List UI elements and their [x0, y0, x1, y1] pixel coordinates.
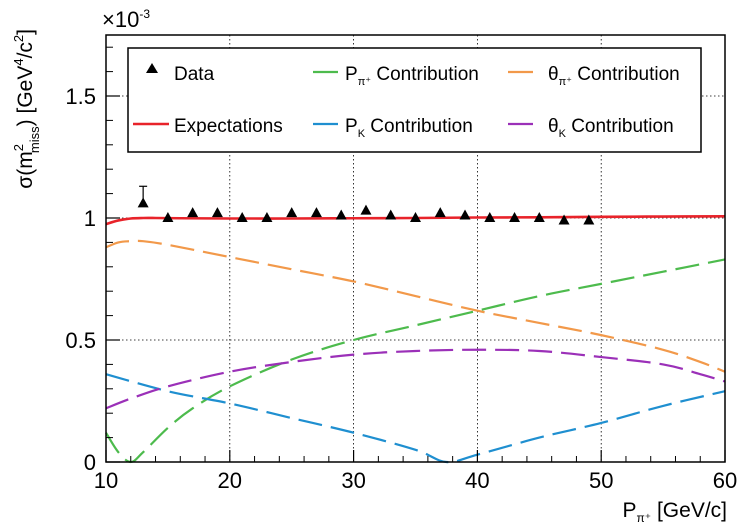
data-point — [286, 207, 298, 218]
data-point — [583, 214, 595, 225]
legend-label-theta-k: θK Contribution — [548, 116, 674, 140]
legend-item-expectations: Expectations — [133, 116, 283, 137]
data-point — [410, 212, 421, 222]
data-point — [459, 209, 471, 220]
legend-label-theta-pi: θπ⁺ Contribution — [548, 64, 680, 88]
data-point — [360, 204, 372, 215]
legend-item-theta-pi: θπ⁺ Contribution — [508, 64, 680, 88]
series-p-pi — [105, 258, 726, 464]
x-tick-label: 50 — [589, 468, 613, 493]
data-point — [211, 207, 223, 218]
data-point — [533, 212, 545, 222]
data-point — [484, 212, 496, 222]
data-point — [385, 209, 397, 220]
x-axis-title: Pπ⁺ [GeV/c] — [623, 499, 728, 524]
data-point — [310, 207, 322, 218]
y-multiplier: ×10-3 — [102, 7, 150, 32]
x-tick-label: 60 — [713, 468, 737, 493]
data-point — [558, 214, 570, 225]
data-points — [137, 185, 595, 225]
legend-label-data: Data — [174, 64, 215, 85]
series-expect — [105, 214, 726, 226]
legend-label-p-k: PK Contribution — [345, 116, 473, 140]
legend-box — [127, 47, 702, 153]
series-p-k — [105, 373, 726, 464]
legend-label-expectations: Expectations — [174, 116, 283, 137]
legend-marker-data — [146, 63, 158, 73]
data-point — [335, 209, 347, 220]
legend-item-theta-k: θK Contribution — [508, 116, 674, 140]
series-theta-pi — [105, 239, 726, 373]
y-tick-label: 0.5 — [65, 328, 96, 353]
data-point — [434, 207, 446, 218]
series-theta-k — [105, 348, 726, 410]
x-tick-label: 10 — [94, 468, 118, 493]
y-axis-title: σ(m2miss) [GeV4/c2] — [11, 29, 42, 189]
data-point — [236, 212, 248, 222]
legend-label-p-pi: Pπ⁺ Contribution — [345, 64, 479, 88]
y-tick-label: 1 — [84, 206, 96, 231]
x-tick-label: 40 — [465, 468, 489, 493]
y-tick-label: 0 — [84, 450, 96, 475]
plot-frame — [105, 34, 726, 463]
legend-item-data: Data — [146, 63, 215, 85]
data-point — [509, 212, 521, 222]
data-point — [261, 212, 273, 222]
axis-ticks: 10 20 30 40 50 60 0 0.5 1 1.5 — [65, 46, 737, 493]
x-tick-label: 30 — [341, 468, 365, 493]
data-point — [137, 197, 149, 208]
legend-item-p-pi: Pπ⁺ Contribution — [313, 64, 479, 88]
data-point — [187, 207, 199, 218]
data-point — [162, 212, 174, 222]
series-curves — [105, 214, 726, 464]
legend: Data Pπ⁺ Contribution θπ⁺ Contribution E… — [127, 47, 702, 153]
x-tick-label: 20 — [218, 468, 242, 493]
y-tick-label: 1.5 — [65, 84, 96, 109]
legend-item-p-k: PK Contribution — [313, 116, 473, 140]
